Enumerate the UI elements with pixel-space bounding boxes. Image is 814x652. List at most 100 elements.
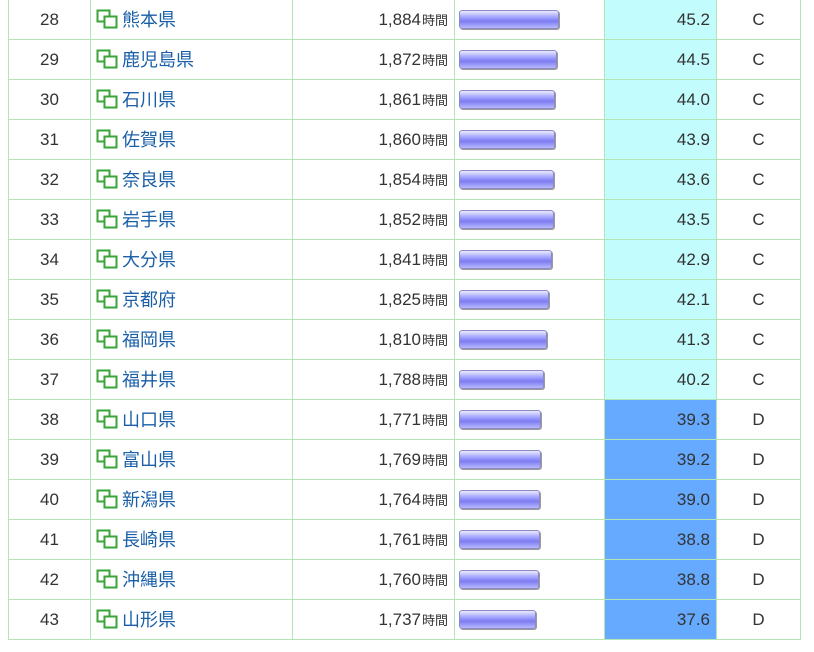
prefecture-link[interactable]: 岩手県 xyxy=(96,206,176,232)
hours-unit: 時間 xyxy=(421,572,448,588)
hours-unit: 時間 xyxy=(421,292,448,308)
prefecture-cell: 奈良県 xyxy=(90,159,293,200)
prefecture-link[interactable]: 鹿児島県 xyxy=(96,46,194,72)
score-cell: 41.3 xyxy=(604,319,717,360)
prefecture-link[interactable]: 福岡県 xyxy=(96,326,176,352)
prefecture-name: 山形県 xyxy=(122,609,176,630)
score-cell: 44.5 xyxy=(604,39,717,80)
hours-bar xyxy=(459,410,541,429)
score-cell: 42.1 xyxy=(604,279,717,320)
prefecture-link[interactable]: 長崎県 xyxy=(96,526,176,552)
link-window-icon xyxy=(96,249,118,268)
hours-bar xyxy=(459,290,549,309)
hours-cell: 1,788時間 xyxy=(292,359,455,400)
grade-cell: C xyxy=(716,199,801,240)
rank-cell: 38 xyxy=(8,399,91,440)
prefecture-name: 大分県 xyxy=(122,249,176,270)
hours-bar xyxy=(459,170,554,189)
prefecture-name: 岩手県 xyxy=(122,209,176,230)
hours-unit: 時間 xyxy=(421,132,448,148)
table-row: 29 鹿児島県 1,872時間 44.5 C xyxy=(8,39,801,80)
score-cell: 38.8 xyxy=(604,559,717,600)
table-row: 42 沖縄県 1,760時間 38.8 D xyxy=(8,559,801,600)
prefecture-link[interactable]: 新潟県 xyxy=(96,486,176,512)
hours-cell: 1,884時間 xyxy=(292,0,455,40)
prefecture-link[interactable]: 石川県 xyxy=(96,86,176,112)
hours-cell: 1,764時間 xyxy=(292,479,455,520)
prefecture-link[interactable]: 熊本県 xyxy=(96,6,176,32)
rank-cell: 30 xyxy=(8,79,91,120)
prefecture-name: 奈良県 xyxy=(122,169,176,190)
table-row: 40 新潟県 1,764時間 39.0 D xyxy=(8,479,801,520)
prefecture-cell: 熊本県 xyxy=(90,0,293,40)
rank-cell: 39 xyxy=(8,439,91,480)
hours-value: 1,872 xyxy=(378,49,421,69)
prefecture-link[interactable]: 富山県 xyxy=(96,446,176,472)
prefecture-link[interactable]: 佐賀県 xyxy=(96,126,176,152)
hours-bar xyxy=(459,330,547,349)
prefecture-link[interactable]: 大分県 xyxy=(96,246,176,272)
prefecture-cell: 岩手県 xyxy=(90,199,293,240)
bar-cell xyxy=(454,159,605,200)
rank-cell: 43 xyxy=(8,599,91,640)
link-window-icon xyxy=(96,569,118,588)
hours-unit: 時間 xyxy=(421,332,448,348)
bar-cell xyxy=(454,199,605,240)
hours-cell: 1,854時間 xyxy=(292,159,455,200)
prefecture-link[interactable]: 福井県 xyxy=(96,366,176,392)
prefecture-cell: 福井県 xyxy=(90,359,293,400)
hours-value: 1,810 xyxy=(378,329,421,349)
prefecture-name: 山口県 xyxy=(122,409,176,430)
hours-value: 1,761 xyxy=(378,529,421,549)
rank-cell: 32 xyxy=(8,159,91,200)
prefecture-name: 沖縄県 xyxy=(122,569,176,590)
hours-bar xyxy=(459,10,559,29)
grade-cell: C xyxy=(716,119,801,160)
hours-bar xyxy=(459,130,555,149)
hours-value: 1,884 xyxy=(378,9,421,29)
link-window-icon xyxy=(96,329,118,348)
grade-cell: C xyxy=(716,239,801,280)
ranking-table: 28 熊本県 1,884時間 45.2 C 29 xyxy=(8,0,801,640)
hours-bar xyxy=(459,610,536,629)
grade-cell: D xyxy=(716,599,801,640)
score-cell: 43.9 xyxy=(604,119,717,160)
hours-unit: 時間 xyxy=(421,12,448,28)
link-window-icon xyxy=(96,9,118,28)
hours-cell: 1,761時間 xyxy=(292,519,455,560)
table-row: 28 熊本県 1,884時間 45.2 C xyxy=(8,0,801,40)
prefecture-name: 新潟県 xyxy=(122,489,176,510)
table-row: 43 山形県 1,737時間 37.6 D xyxy=(8,599,801,640)
hours-bar xyxy=(459,450,541,469)
table-row: 34 大分県 1,841時間 42.9 C xyxy=(8,239,801,280)
prefecture-name: 富山県 xyxy=(122,449,176,470)
prefecture-link[interactable]: 沖縄県 xyxy=(96,566,176,592)
rank-cell: 40 xyxy=(8,479,91,520)
grade-cell: D xyxy=(716,439,801,480)
hours-cell: 1,860時間 xyxy=(292,119,455,160)
hours-cell: 1,861時間 xyxy=(292,79,455,120)
score-cell: 37.6 xyxy=(604,599,717,640)
table-row: 33 岩手県 1,852時間 43.5 C xyxy=(8,199,801,240)
prefecture-link[interactable]: 奈良県 xyxy=(96,166,176,192)
prefecture-link[interactable]: 京都府 xyxy=(96,286,176,312)
hours-value: 1,764 xyxy=(378,489,421,509)
prefecture-cell: 福岡県 xyxy=(90,319,293,360)
prefecture-link[interactable]: 山形県 xyxy=(96,606,176,632)
hours-unit: 時間 xyxy=(421,412,448,428)
link-window-icon xyxy=(96,49,118,68)
rank-cell: 37 xyxy=(8,359,91,400)
prefecture-name: 福岡県 xyxy=(122,329,176,350)
prefecture-link[interactable]: 山口県 xyxy=(96,406,176,432)
score-cell: 39.3 xyxy=(604,399,717,440)
table-row: 36 福岡県 1,810時間 41.3 C xyxy=(8,319,801,360)
hours-value: 1,852 xyxy=(378,209,421,229)
hours-cell: 1,841時間 xyxy=(292,239,455,280)
prefecture-name: 熊本県 xyxy=(122,9,176,30)
hours-unit: 時間 xyxy=(421,212,448,228)
hours-cell: 1,825時間 xyxy=(292,279,455,320)
hours-value: 1,841 xyxy=(378,249,421,269)
prefecture-name: 京都府 xyxy=(122,289,176,310)
hours-cell: 1,872時間 xyxy=(292,39,455,80)
